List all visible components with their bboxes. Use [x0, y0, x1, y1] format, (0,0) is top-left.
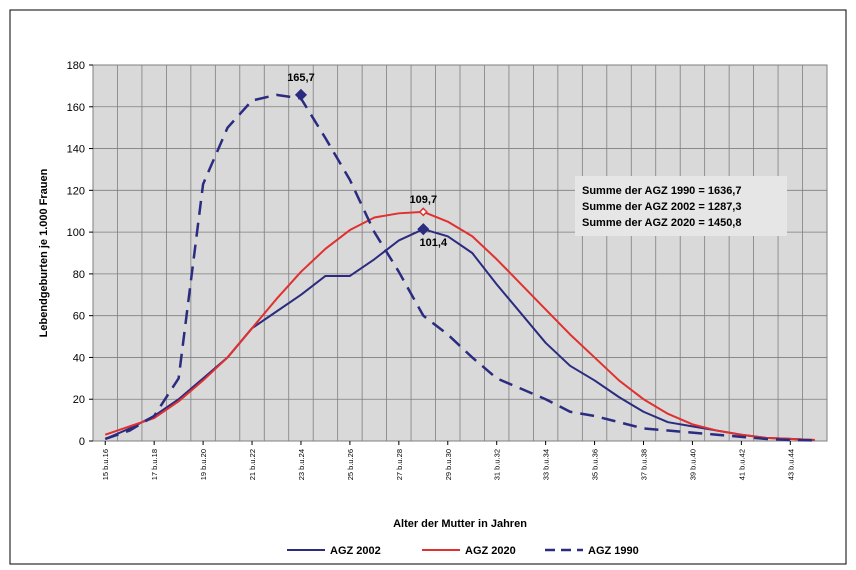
y-axis-title: Lebendgeburten je 1.000 Frauen — [38, 168, 50, 337]
gridlines — [92, 64, 828, 442]
x-tick-label: 15 b.u.16 — [101, 449, 110, 480]
series-line-agz-1990 — [104, 93, 815, 442]
annotation-line: Summe der AGZ 2002 = 1287,3 — [582, 201, 741, 213]
x-tick-label: 23 b.u.24 — [297, 449, 306, 480]
peak-marker — [418, 207, 428, 217]
peak-markers: 165,7 109,7 101,4 — [287, 72, 448, 249]
y-tick-label: 0 — [79, 436, 85, 448]
x-tick-label: 25 b.u.26 — [346, 449, 355, 480]
y-tick-label: 120 — [67, 185, 85, 197]
legend-label: AGZ 2002 — [330, 545, 381, 557]
x-tick-label: 39 b.u.40 — [688, 449, 697, 480]
x-tick-label: 17 b.u.18 — [150, 449, 159, 480]
x-tick-label: 43 b.u.44 — [786, 449, 795, 480]
x-tick-label: 27 b.u.28 — [395, 449, 404, 480]
y-tick-label: 60 — [73, 311, 85, 323]
annotation-line: Summe der AGZ 2020 = 1450,8 — [582, 217, 741, 229]
legend-label: AGZ 1990 — [588, 545, 639, 557]
peak-marker — [417, 223, 430, 236]
y-tick-label: 180 — [67, 60, 85, 72]
x-tick-label: 41 b.u.42 — [737, 449, 746, 480]
legend: AGZ 2002 AGZ 2020 AGZ 1990 — [287, 545, 639, 557]
y-axis-ticks: 0 20 40 60 80 100 120 140 160 180 — [67, 60, 93, 448]
peak-label: 109,7 — [410, 194, 438, 206]
x-tick-label: 29 b.u.30 — [444, 449, 453, 480]
annotation-background — [575, 176, 787, 236]
y-tick-label: 140 — [67, 144, 85, 156]
x-axis-title: Alter der Mutter in Jahren — [393, 518, 527, 530]
x-axis-ticks: 15 b.u.16 17 b.u.18 19 b.u.20 21 b.u.22 23 b… — [101, 441, 795, 480]
x-tick-label: 21 b.u.22 — [248, 449, 257, 480]
series-lines — [104, 93, 815, 442]
x-tick-label: 19 b.u.20 — [199, 449, 208, 480]
peak-marker — [294, 88, 308, 101]
y-tick-label: 100 — [67, 227, 85, 239]
x-tick-label: 31 b.u.32 — [493, 449, 502, 480]
legend-label: AGZ 2020 — [465, 545, 516, 557]
annotation-box: Summe der AGZ 1990 = 1636,7 Summe der AGZ… — [575, 176, 787, 236]
y-tick-label: 80 — [73, 269, 85, 281]
y-tick-label: 20 — [73, 394, 85, 406]
y-tick-label: 40 — [73, 352, 85, 364]
series-line-agz-2020 — [104, 210, 815, 441]
y-tick-label: 160 — [67, 102, 85, 114]
peak-label: 165,7 — [287, 72, 315, 84]
annotation-line: Summe der AGZ 1990 = 1636,7 — [582, 185, 741, 197]
x-tick-label: 35 b.u.36 — [591, 449, 600, 480]
x-tick-label: 37 b.u.38 — [640, 449, 649, 480]
peak-label: 101,4 — [420, 237, 448, 249]
x-tick-label: 33 b.u.34 — [542, 449, 551, 480]
